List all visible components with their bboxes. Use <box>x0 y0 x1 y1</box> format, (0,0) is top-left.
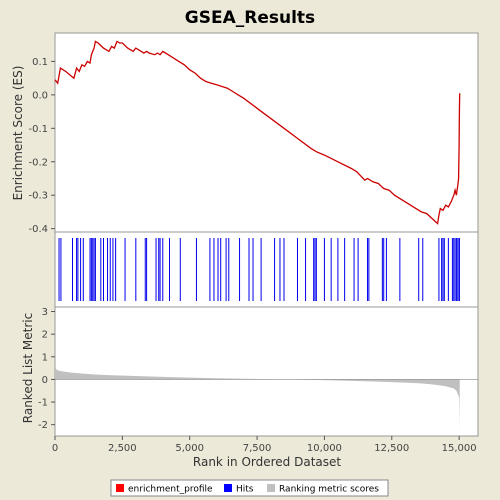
x-tick-label: 2,500 <box>108 443 137 454</box>
enrichment-panel <box>54 32 479 233</box>
ranking-y-axis-label: Ranked List Metric <box>21 313 35 423</box>
enrichment-y-tick-label: -0.1 <box>28 124 48 135</box>
enrichment-y-ticks: 0.1 0.0 -0.1 -0.2 -0.3 -0.4 <box>28 57 55 235</box>
enrichment-y-tick-label: -0.2 <box>28 157 48 168</box>
x-axis-ticks: 0 2,500 5,000 7,500 10,000 12,500 15,000 <box>52 436 477 454</box>
ranking-y-tick-label: 1 <box>42 352 48 363</box>
hits-panel <box>54 231 479 308</box>
enrichment-y-tick-label: 0.1 <box>32 57 48 68</box>
ranking-panel <box>54 306 479 437</box>
enrichment-profile-line <box>54 40 461 225</box>
ranking-y-tick-label: -1 <box>38 398 48 409</box>
legend-swatch-hits <box>224 484 232 492</box>
legend-swatch-ranking-metric <box>267 484 275 492</box>
x-tick-label: 5,000 <box>175 443 204 454</box>
legend-label-ranking-metric: Ranking metric scores <box>279 485 379 495</box>
x-tick-label: 12,500 <box>374 443 409 454</box>
ranking-y-ticks: 3 2 1 0 -1 -2 <box>38 307 55 431</box>
x-tick-label: 10,000 <box>307 443 342 454</box>
legend-swatch-enrichment-profile <box>116 484 124 492</box>
ranking-y-tick-label: -2 <box>38 420 48 431</box>
enrichment-y-tick-label: -0.3 <box>28 191 48 202</box>
legend-label-hits: Hits <box>236 485 254 495</box>
legend: enrichment_profile Hits Ranking metric s… <box>110 479 389 497</box>
x-tick-label: 15,000 <box>442 443 477 454</box>
chart-title: GSEA_Results <box>185 8 315 28</box>
enrichment-profile-series <box>54 40 461 225</box>
ranking-metric-area <box>55 366 478 430</box>
legend-label-enrichment-profile: enrichment_profile <box>128 485 213 495</box>
hit-markers <box>58 238 460 301</box>
ranking-y-tick-label: 3 <box>42 307 48 318</box>
legend-box <box>110 479 389 497</box>
enrichment-y-tick-label: -0.4 <box>28 224 48 235</box>
enrichment-y-axis-label: Enrichment Score (ES) <box>11 66 25 201</box>
x-axis-label: Rank in Ordered Dataset <box>193 455 341 469</box>
enrichment-y-tick-label: 0.0 <box>32 90 48 101</box>
ranking-y-tick-label: 0 <box>42 375 48 386</box>
x-tick-label: 7,500 <box>243 443 272 454</box>
ranking-y-tick-label: 2 <box>42 330 48 341</box>
x-tick-label: 0 <box>52 443 58 454</box>
